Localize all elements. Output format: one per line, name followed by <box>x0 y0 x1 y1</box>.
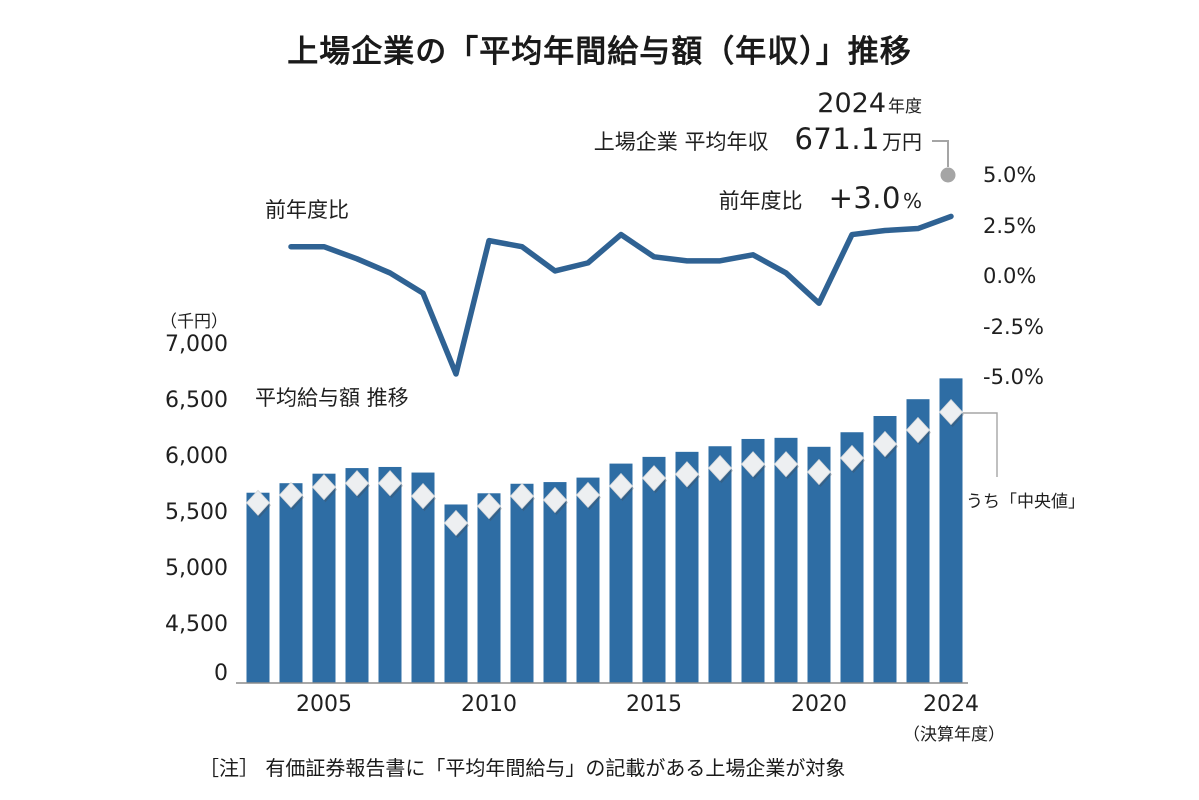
y-axis-tick-6000: 6,000 <box>165 444 228 469</box>
bar-2016 <box>675 451 699 683</box>
average-value: 671.1 <box>794 122 880 156</box>
median-diamond-2009 <box>443 509 469 537</box>
median-diamond-2023 <box>905 416 931 444</box>
bar-2019 <box>774 437 798 683</box>
median-diamond-2006 <box>344 470 370 497</box>
bar-2014 <box>609 463 633 683</box>
median-diamond-2008 <box>410 482 436 510</box>
yoy-unit: % <box>902 189 922 213</box>
median-diamond-2003 <box>245 489 271 516</box>
yoy-line-series <box>288 213 954 377</box>
bar-2011 <box>510 483 534 683</box>
bar-2018 <box>741 438 765 683</box>
bar-2022 <box>873 416 897 683</box>
average-unit: 万円 <box>882 130 922 154</box>
x-axis-tick-2024: 2024 <box>923 692 979 717</box>
median-diamond-2017 <box>707 454 733 482</box>
bar-2017 <box>708 446 732 683</box>
x-axis-tick-2005: 2005 <box>296 692 352 717</box>
median-diamond-2004 <box>278 481 304 509</box>
median-callout-connector <box>963 412 998 477</box>
bar-2013 <box>576 477 600 683</box>
bar-2012 <box>543 482 567 683</box>
median-diamond-2019 <box>773 451 799 478</box>
median-diamond-2012 <box>542 486 568 514</box>
y-axis-tick-5500: 5,500 <box>165 500 228 525</box>
bar-2015 <box>642 456 666 683</box>
bar-2003 <box>246 492 270 683</box>
pct-axis-tick--5: -5.0% <box>983 365 1044 389</box>
y-axis-tick-0: 0 <box>214 661 228 686</box>
pct-axis-tick--2.5: -2.5% <box>983 314 1044 339</box>
pct-axis-tick-0: 0.0% <box>983 264 1037 288</box>
bar-2005 <box>312 473 336 683</box>
median-diamond-2020 <box>806 458 832 486</box>
median-diamond-2011 <box>509 482 535 510</box>
median-diamond-2007 <box>377 470 403 497</box>
median-diamond-2015 <box>641 465 667 492</box>
bar-2004 <box>279 483 303 683</box>
highlight-yoy-row: 前年度比 +3.0% <box>719 181 922 215</box>
median-diamond-2021 <box>839 444 865 472</box>
y-axis-tick-7000: 7,000 <box>165 332 228 357</box>
y-axis-tick-6500: 6,500 <box>165 388 228 413</box>
median-diamond-2010 <box>476 493 502 520</box>
median-diamond-2013 <box>575 481 601 509</box>
y-axis-tick-5000: 5,000 <box>165 556 228 581</box>
fiscal-year-value: 2024 <box>817 88 886 119</box>
page-title: 上場企業の「平均年間給与額（年収）」推移 <box>287 34 912 70</box>
bar-series-label: 平均給与額 推移 <box>255 386 409 410</box>
yoy-value: +3.0 <box>828 181 901 215</box>
bar-2021 <box>840 432 864 683</box>
average-callout-connector <box>932 140 949 167</box>
x-axis-tick-2020: 2020 <box>791 692 847 717</box>
median-diamond-2005 <box>311 474 337 501</box>
average-label: 上場企業 平均年収 <box>593 130 769 154</box>
median-diamond-2018 <box>740 451 766 478</box>
bar-2008 <box>411 472 435 683</box>
x-axis-tick-2015: 2015 <box>626 692 682 717</box>
y-axis-tick-4500: 4,500 <box>165 612 228 637</box>
bar-2023 <box>906 399 930 683</box>
line-series-label: 前年度比 <box>265 198 349 222</box>
yoy-label: 前年度比 <box>718 189 803 213</box>
bar-2007 <box>378 466 402 683</box>
pct-axis-tick-2.5: 2.5% <box>983 213 1037 238</box>
bar-2009 <box>444 504 468 683</box>
x-axis-note: （決算年度） <box>903 725 1005 745</box>
median-diamond-2014 <box>608 472 634 500</box>
average-callout-dot <box>940 167 956 183</box>
bar-2020 <box>807 446 831 683</box>
bar-2024 <box>939 378 963 683</box>
y-axis-unit-label: （千円） <box>160 312 228 332</box>
median-diamond-2024 <box>938 398 964 426</box>
pct-axis-tick-5: 5.0% <box>983 163 1037 187</box>
footnote: ［注］ 有価証券報告書に「平均年間給与」の記載がある上場企業が対象 <box>199 756 846 780</box>
fiscal-year-suffix: 年度 <box>888 97 922 117</box>
median-diamond-2022 <box>872 430 898 458</box>
median-diamond-2016 <box>674 461 700 488</box>
bar-2006 <box>345 468 369 683</box>
median-callout-label: うち「中央値」 <box>966 492 1085 512</box>
highlight-fiscal-year: 2024 年度 <box>817 88 922 119</box>
bar-2010 <box>477 493 501 683</box>
x-axis-tick-2010: 2010 <box>461 692 517 717</box>
highlight-average-row: 上場企業 平均年収 671.1 万円 <box>594 122 922 156</box>
